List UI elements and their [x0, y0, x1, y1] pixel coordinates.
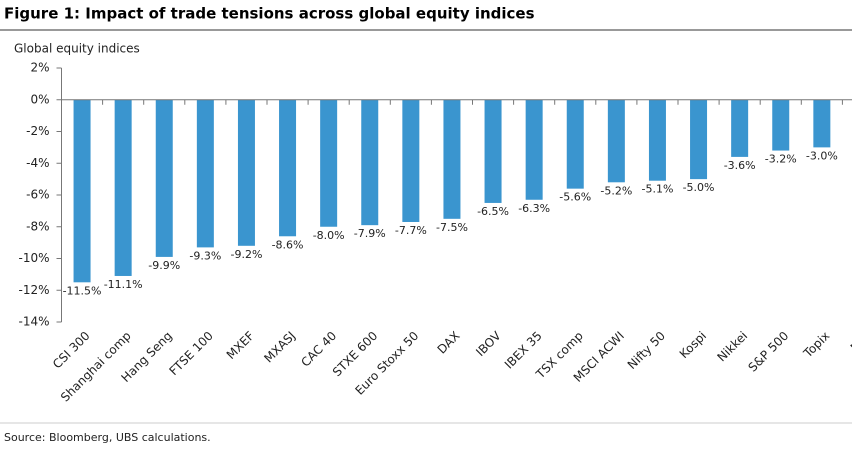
y-tick-label: -6% [26, 188, 49, 202]
x-tick-label: Nas [848, 329, 852, 355]
bar [813, 99, 831, 148]
value-label: -5.6% [559, 191, 591, 204]
x-tick-label: Topix [800, 329, 832, 361]
bar [361, 99, 379, 226]
x-tick-label: IBOV [473, 328, 504, 359]
value-label: -5.1% [641, 183, 673, 196]
bar [237, 99, 255, 246]
x-tick-label: Nifty 50 [625, 329, 668, 372]
value-label: -3.0% [806, 149, 838, 162]
y-tick-label: 0% [30, 92, 49, 106]
value-label: -5.0% [683, 181, 715, 194]
x-tick-label: MXEF [224, 329, 257, 362]
bar [196, 99, 214, 248]
value-label: -8.6% [272, 238, 304, 251]
bar [484, 99, 502, 203]
x-tick-label: FTSE 100 [166, 329, 215, 378]
source-note: Source: Bloomberg, UBS calculations. [4, 431, 211, 444]
bar [648, 99, 666, 181]
y-tick-label: 2% [30, 61, 49, 75]
value-label: -7.7% [395, 224, 427, 237]
value-label: -11.1% [104, 278, 143, 291]
value-label: -6.3% [518, 202, 550, 215]
value-label: -6.5% [477, 205, 509, 218]
x-tick-label: DAX [435, 329, 463, 357]
bar [320, 99, 338, 227]
bar [690, 99, 708, 180]
value-label: -9.9% [148, 259, 180, 272]
bar [607, 99, 625, 183]
value-label: -5.2% [600, 184, 632, 197]
value-label: -9.3% [189, 249, 221, 262]
bar [279, 99, 297, 237]
value-label: -3.6% [724, 159, 756, 172]
bar [114, 99, 132, 276]
x-tick-label: CAC 40 [298, 329, 339, 370]
y-tick-label: -4% [26, 156, 49, 170]
y-tick-label: -8% [26, 219, 49, 233]
x-tick-label: S&P 500 [745, 329, 791, 375]
chart-subtitle: Global equity indices [14, 42, 140, 56]
value-label: -7.9% [354, 227, 386, 240]
y-tick-label: -14% [18, 315, 49, 329]
y-tick-label: -2% [26, 124, 49, 138]
value-label: -8.0% [313, 229, 345, 242]
bar [155, 99, 173, 257]
value-label: -3.2% [765, 153, 797, 166]
x-tick-label: Kospi [677, 329, 709, 361]
x-tick-label: Shanghai comp [58, 329, 134, 405]
bar [525, 99, 543, 200]
bar [443, 99, 461, 219]
y-tick-label: -12% [18, 283, 49, 297]
x-tick-label: Nikkei [715, 329, 751, 365]
value-label: -9.2% [230, 248, 262, 261]
bar [402, 99, 420, 222]
bar [73, 99, 91, 283]
chart-title: Figure 1: Impact of trade tensions acros… [4, 5, 535, 23]
bar [772, 99, 790, 151]
value-label: -11.5% [63, 284, 102, 297]
bar [566, 99, 584, 189]
value-label: -7.5% [436, 221, 468, 234]
bar [731, 99, 749, 157]
y-tick-label: -10% [18, 251, 49, 265]
x-tick-label: MXASJ [261, 329, 298, 366]
